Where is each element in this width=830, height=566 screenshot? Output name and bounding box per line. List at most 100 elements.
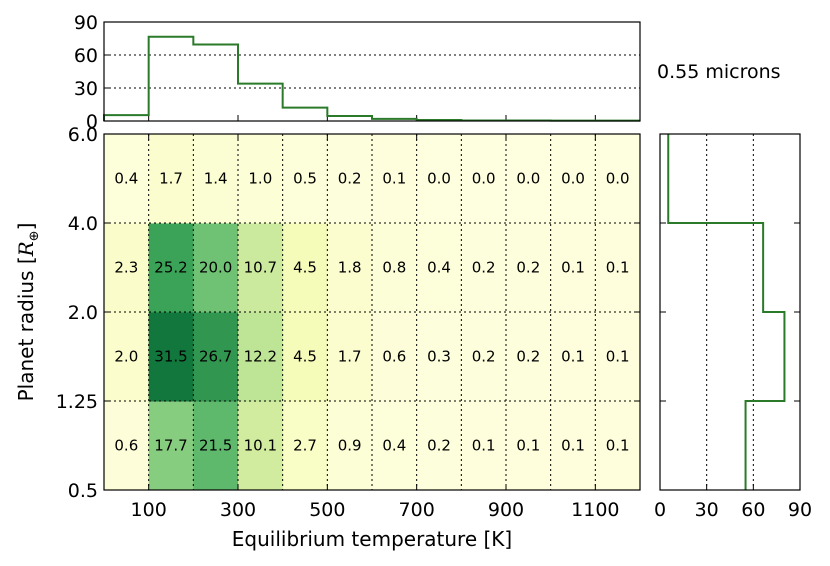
heatmap-cell-label: 21.5 xyxy=(199,437,232,455)
heatmap-cell xyxy=(416,134,462,224)
heatmap-cell-label: 12.2 xyxy=(244,348,277,366)
heatmap-cell xyxy=(550,312,596,402)
heatmap-cell-label: 0.1 xyxy=(472,437,496,455)
heatmap-cell xyxy=(193,223,239,313)
heatmap-cell-label: 0.4 xyxy=(382,437,406,455)
heatmap-cell-label: 0.5 xyxy=(293,170,317,188)
x-tick-label: 900 xyxy=(488,499,524,521)
heatmap-cell-label: 0.2 xyxy=(516,348,540,366)
heatmap-plot: 0.6 17.7 21.5 10.1 2.7 0.9 0.4 0.2 0.1 0.1 0.1 0.1 2… xyxy=(56,124,641,521)
heatmap-cell-label: 1.4 xyxy=(204,170,228,188)
heatmap-cell xyxy=(238,134,284,224)
right-hist-frame xyxy=(659,133,801,491)
heatmap-cell-label: 0.1 xyxy=(606,348,630,366)
heatmap-cell xyxy=(595,134,641,224)
heatmap-cell xyxy=(595,401,641,491)
heatmap-cell xyxy=(104,312,150,402)
heatmap-cell xyxy=(372,312,418,402)
heatmap-cell-label: 1.7 xyxy=(338,348,362,366)
heatmap-cell-label: 2.7 xyxy=(293,437,317,455)
right-hist-x-tick-label: 90 xyxy=(788,499,812,521)
wavelength-annotation: 0.55 microns xyxy=(657,61,781,83)
heatmap-cell xyxy=(193,134,239,224)
heatmap-cell-label: 0.0 xyxy=(516,170,540,188)
heatmap-cell xyxy=(282,312,328,402)
heatmap-cell xyxy=(461,401,507,491)
heatmap-cell-label: 2.3 xyxy=(114,259,138,277)
heatmap-cell-label: 31.5 xyxy=(154,348,187,366)
heatmap-cell-label: 0.2 xyxy=(472,259,496,277)
heatmap-cell xyxy=(461,223,507,313)
heatmap-cell-label: 1.8 xyxy=(338,259,362,277)
heatmap-cell xyxy=(238,312,284,402)
x-tick-label: 500 xyxy=(309,499,345,521)
top-hist-frame xyxy=(103,21,641,122)
heatmap-cell-label: 0.9 xyxy=(338,437,362,455)
heatmap-cell xyxy=(550,134,596,224)
heatmap-cell-label: 0.3 xyxy=(427,348,451,366)
heatmap-cell-label: 10.7 xyxy=(244,259,277,277)
heatmap-cell xyxy=(416,401,462,491)
heatmap-cell xyxy=(104,134,150,224)
heatmap-cell-label: 17.7 xyxy=(154,437,187,455)
top-hist-step-line xyxy=(103,35,640,122)
heatmap-cell xyxy=(238,223,284,313)
heatmap-cell-label: 0.1 xyxy=(606,259,630,277)
heatmap-cell xyxy=(506,223,552,313)
heatmap-cell xyxy=(327,312,373,402)
y-tick-label: 4.0 xyxy=(68,213,98,235)
y-axis-label: Planet radius [R⊕] xyxy=(14,223,42,402)
heatmap-cell xyxy=(550,223,596,313)
x-tick-label: 300 xyxy=(220,499,256,521)
heatmap-cell xyxy=(193,401,239,491)
heatmap-cell xyxy=(148,401,194,491)
heatmap-cell-label: 26.7 xyxy=(199,348,232,366)
y-tick-label: 1.25 xyxy=(56,391,98,413)
heatmap-cell-label: 0.0 xyxy=(561,170,585,188)
heatmap-cell-label: 4.5 xyxy=(293,259,317,277)
heatmap-cell-label: 0.1 xyxy=(561,437,585,455)
heatmap-cell xyxy=(148,223,194,313)
top-hist-y-tick-label: 60 xyxy=(74,45,98,67)
heatmap-cell-label: 4.5 xyxy=(293,348,317,366)
heatmap-cell-label: 0.6 xyxy=(382,348,406,366)
heatmap-cell xyxy=(506,312,552,402)
x-tick-label: 700 xyxy=(399,499,435,521)
top-hist-y-tick-label: 0 xyxy=(86,111,98,133)
right-hist-step-line xyxy=(667,134,786,490)
x-tick-label: 1100 xyxy=(571,499,619,521)
heatmap-cell xyxy=(461,312,507,402)
heatmap-cell xyxy=(327,134,373,224)
heatmap-cell-label: 0.1 xyxy=(561,259,585,277)
y-axis-label-symbol: R xyxy=(14,241,38,257)
heatmap-cell xyxy=(372,134,418,224)
heatmap-cell xyxy=(148,134,194,224)
heatmap-cell xyxy=(104,401,150,491)
heatmap-cell-label: 2.0 xyxy=(114,348,138,366)
heatmap-cell xyxy=(372,401,418,491)
heatmap-cell xyxy=(506,134,552,224)
x-axis-label: Equilibrium temperature [K] xyxy=(232,527,512,551)
y-axis-label-close: ] xyxy=(14,223,38,231)
heatmap-cell xyxy=(148,312,194,402)
heatmap-cell-label: 0.4 xyxy=(114,170,138,188)
heatmap-cell xyxy=(193,312,239,402)
heatmap-cell-label: 0.6 xyxy=(114,437,138,455)
right-hist-x-tick-label: 0 xyxy=(654,499,666,521)
heatmap-cell-label: 0.1 xyxy=(516,437,540,455)
right-hist-x-tick-label: 60 xyxy=(741,499,765,521)
y-axis-label-main: Planet radius [ xyxy=(14,256,38,401)
y-tick-label: 0.5 xyxy=(68,480,98,502)
heatmap-cell-label: 0.2 xyxy=(427,437,451,455)
heatmap-cell-label: 0.2 xyxy=(516,259,540,277)
heatmap-cell-label: 20.0 xyxy=(199,259,232,277)
heatmap-cell-label: 0.2 xyxy=(338,170,362,188)
heatmap-cell-label: 0.8 xyxy=(382,259,406,277)
heatmap-cell-label: 0.0 xyxy=(606,170,630,188)
heatmap-cell xyxy=(461,134,507,224)
heatmap-cell xyxy=(416,312,462,402)
top-histogram: 0 30 60 90 xyxy=(74,12,641,133)
heatmap-cell-label: 0.2 xyxy=(472,348,496,366)
heatmap-cell-label: 0.4 xyxy=(427,259,451,277)
heatmap-cell xyxy=(238,401,284,491)
